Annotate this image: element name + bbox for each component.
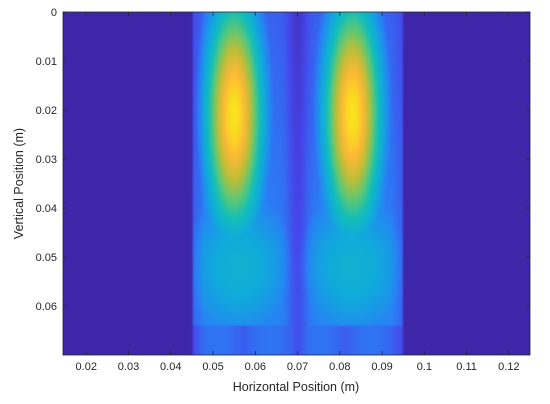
- y-tick-label: 0.05: [36, 252, 57, 264]
- y-tick-label: 0.04: [36, 203, 57, 215]
- x-tick-label: 0.1: [417, 361, 432, 373]
- plot-frame: [62, 11, 531, 356]
- x-tick-label: 0.11: [456, 361, 477, 373]
- x-tick-label: 0.05: [202, 361, 223, 373]
- y-axis: 0 0.01 0.02 0.03 0.04 0.05 0.06: [36, 7, 530, 313]
- y-tick-label: 0.06: [36, 301, 57, 313]
- y-tick-label: 0.03: [36, 154, 57, 166]
- y-axis-label: Vertical Position (m): [12, 128, 26, 239]
- plot-area: [62, 11, 531, 356]
- x-tick-label: 0.02: [76, 361, 97, 373]
- x-tick-label: 0.07: [287, 361, 308, 373]
- x-tick-label: 0.04: [160, 361, 181, 373]
- x-axis-label: Horizontal Position (m): [233, 380, 359, 394]
- x-tick-label: 0.06: [245, 361, 266, 373]
- x-tick-label: 0.12: [498, 361, 519, 373]
- x-tick-label: 0.03: [118, 361, 139, 373]
- x-axis: 0.02 0.03 0.04 0.05 0.06 0.07 0.08 0.09 0.1 0.11 0…: [76, 12, 520, 373]
- y-tick-label: 0: [51, 7, 57, 19]
- heatmap-image: [63, 12, 530, 355]
- x-tick-label: 0.09: [371, 361, 392, 373]
- x-tick-label: 0.08: [329, 361, 350, 373]
- y-tick-label: 0.02: [36, 105, 57, 117]
- y-tick-label: 0.01: [36, 56, 57, 68]
